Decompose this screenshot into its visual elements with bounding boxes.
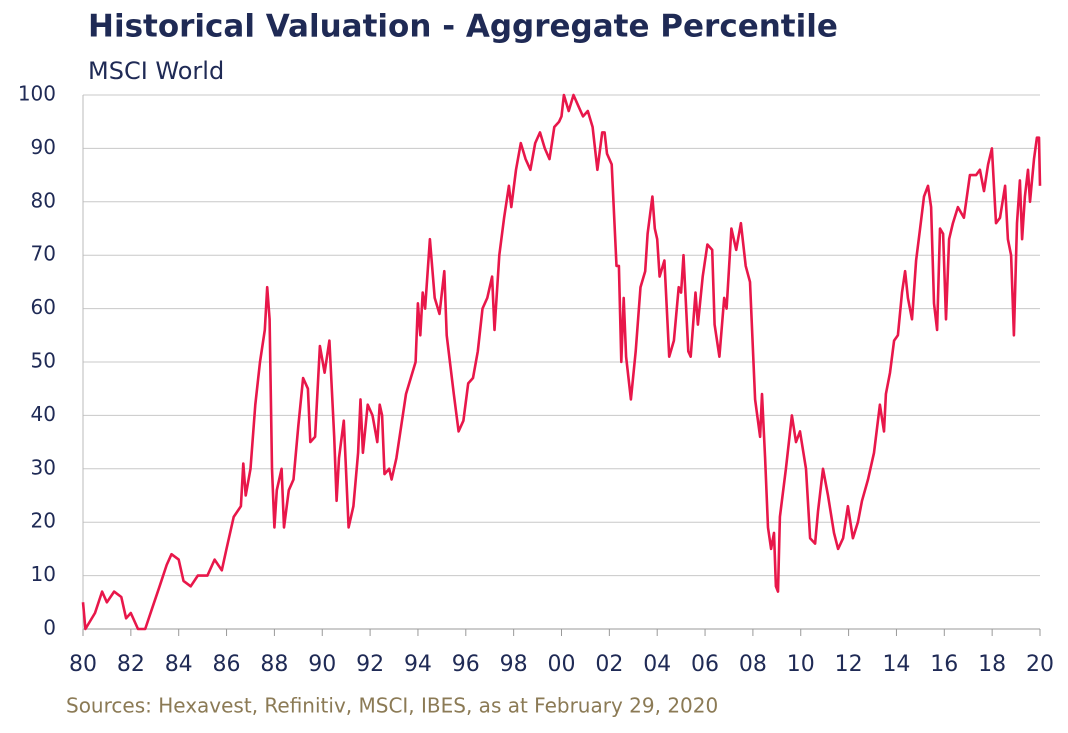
y-tick-label: 100 — [18, 82, 56, 106]
x-tick-label: 00 — [548, 652, 576, 677]
x-tick-label: 80 — [69, 652, 97, 677]
source-note: Sources: Hexavest, Refinitiv, MSCI, IBES… — [66, 694, 718, 718]
y-tick-label: 40 — [31, 402, 56, 426]
y-tick-label: 20 — [31, 509, 56, 533]
x-tick-label: 88 — [260, 652, 288, 677]
x-tick-label: 96 — [452, 652, 480, 677]
y-tick-label: 70 — [31, 242, 56, 266]
x-tick-label: 20 — [1026, 652, 1054, 677]
x-tick-label: 94 — [404, 652, 432, 677]
x-tick-label: 18 — [978, 652, 1006, 677]
y-tick-label: 50 — [31, 349, 56, 373]
x-tick-label: 10 — [787, 652, 815, 677]
y-tick-label: 10 — [31, 562, 56, 586]
x-tick-label: 08 — [739, 652, 767, 677]
y-tick-label: 60 — [31, 295, 56, 319]
x-tick-label: 02 — [595, 652, 623, 677]
x-tick-label: 16 — [930, 652, 958, 677]
y-tick-label: 30 — [31, 455, 56, 479]
x-tick-label: 06 — [691, 652, 719, 677]
y-tick-label: 0 — [43, 616, 56, 640]
x-tick-label: 84 — [165, 652, 193, 677]
y-tick-label: 90 — [31, 135, 56, 159]
chart-subtitle: MSCI World — [88, 57, 224, 85]
x-tick-label: 92 — [356, 652, 384, 677]
x-tick-label: 14 — [882, 652, 910, 677]
x-tick-label: 82 — [117, 652, 145, 677]
x-tick-label: 04 — [643, 652, 671, 677]
x-tick-label: 98 — [500, 652, 528, 677]
series-line — [81, 93, 1042, 631]
chart-title: Historical Valuation - Aggregate Percent… — [88, 9, 838, 45]
x-tick-label: 12 — [835, 652, 863, 677]
y-tick-label: 80 — [31, 188, 56, 212]
x-tick-label: 86 — [213, 652, 241, 677]
x-tick-label: 90 — [308, 652, 336, 677]
